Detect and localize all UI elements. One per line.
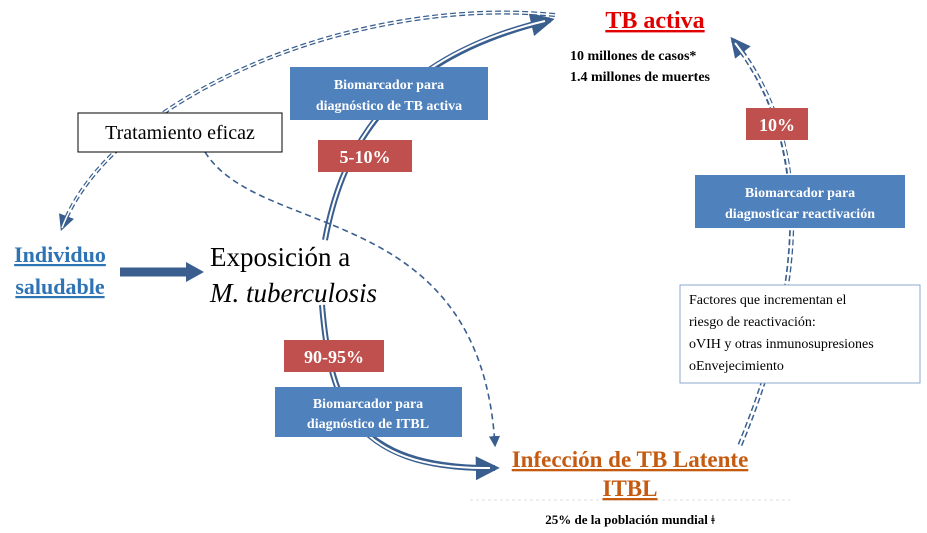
exposure-label: Exposición a (210, 242, 350, 272)
biomarker-box (695, 175, 905, 228)
risk-box (679, 284, 921, 384)
biomarker-box (275, 387, 462, 437)
risk-item: oEnvejecimiento (689, 359, 784, 374)
biomarker-label: diagnóstico de TB activa (316, 99, 462, 114)
rate-box (318, 140, 412, 172)
biomarker-label: Biomarcador para (745, 186, 855, 201)
biomarker-box (290, 67, 488, 120)
rate-box (284, 340, 384, 372)
rate-box (746, 108, 808, 140)
arrow-head (186, 262, 204, 282)
treatment-box (77, 112, 283, 153)
healthy-label: Individuo (14, 242, 106, 267)
latent-title: Infección de TB Latente (512, 447, 749, 472)
risk-heading: riesgo de reactivación: (689, 315, 816, 330)
biomarker-label: diagnóstico de ITBL (307, 417, 429, 432)
rate-label: 5-10% (340, 147, 391, 167)
arrow-treatment-latent (204, 151, 501, 448)
risk-item: oVIH y otras inmunosupresiones (689, 337, 874, 352)
latent-stat: 25% de la población mundial ǂ (545, 512, 715, 527)
arrow-inner (734, 42, 793, 446)
risk-heading: Factores que incrementan el (689, 293, 847, 308)
biomarker-label: diagnosticar reactivación (725, 207, 875, 222)
biomarker-label: Biomarcador para (334, 78, 444, 93)
arrow-inner (324, 20, 546, 241)
rate-label: 10% (759, 115, 795, 135)
healthy-label: saludable (15, 274, 104, 299)
latent-title: ITBL (603, 476, 658, 501)
rate-label: 90-95% (304, 347, 364, 367)
arrow-to-active (322, 12, 555, 241)
active-title: TB activa (605, 8, 704, 34)
exposure-label: M. tuberculosis (209, 278, 377, 308)
biomarker-label: Biomarcador para (313, 397, 423, 412)
active-stat: 10 millones de casos* (570, 49, 696, 64)
arrow-inner (61, 11, 556, 229)
active-stat: 1.4 millones de muertes (570, 70, 711, 85)
arrow-to-latent (319, 304, 500, 481)
treatment-label: Tratamiento eficaz (105, 122, 255, 144)
